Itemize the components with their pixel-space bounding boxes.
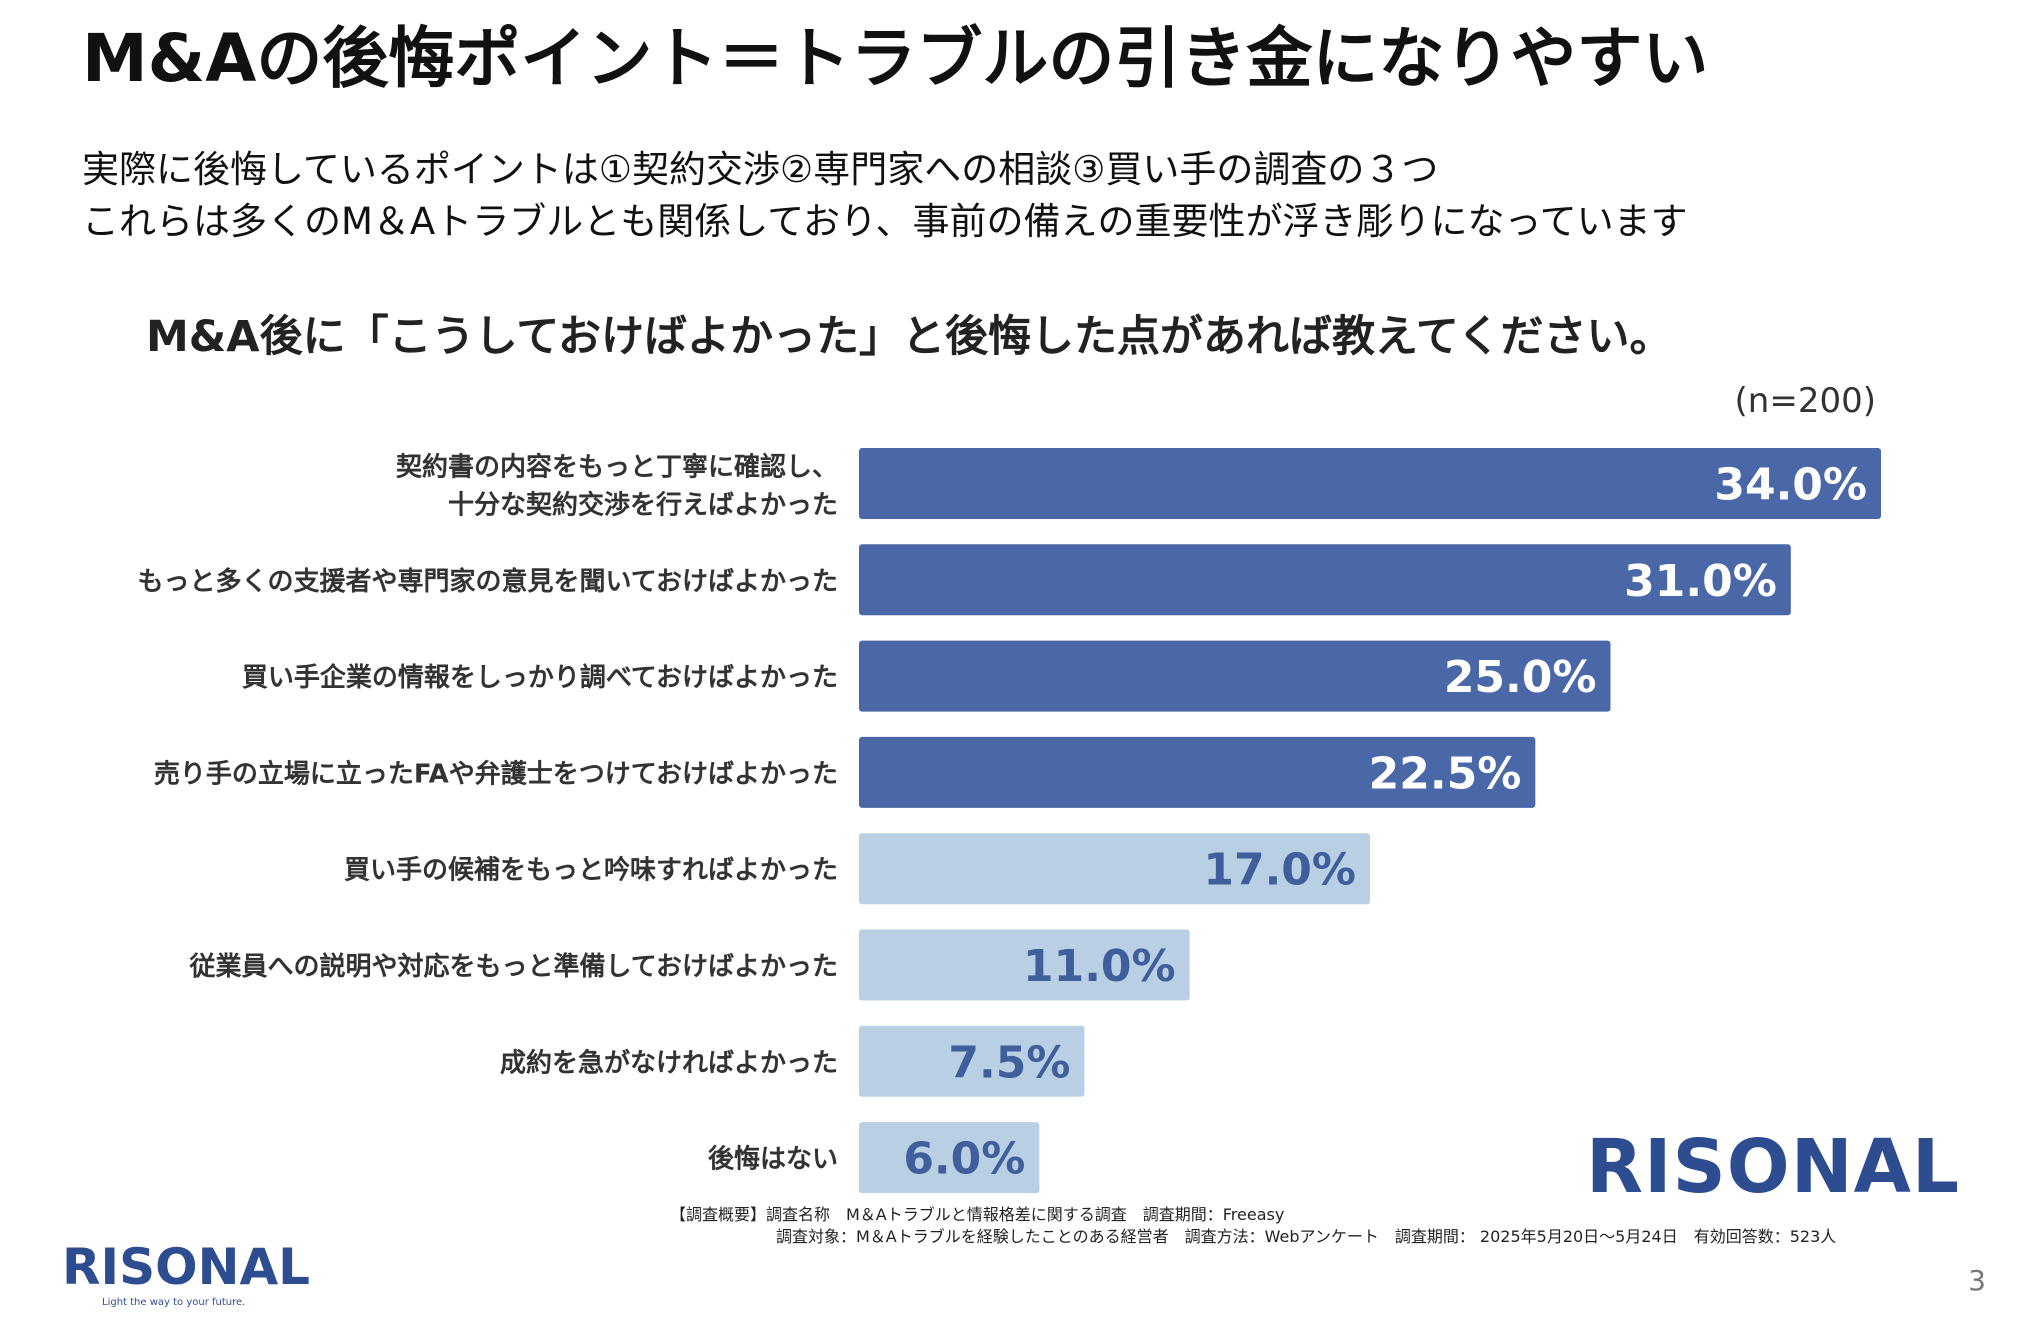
value-label-8: 6.0%	[903, 1134, 1025, 1185]
category-label-7: 成約を急がなければよかった	[500, 1047, 838, 1078]
lead-line-2: これらは多くのM＆Aトラブルとも関係しており、事前の備えの重要性が浮き彫りになっ…	[82, 200, 1688, 243]
slide-title: M&Aの後悔ポイント＝トラブルの引き金になりやすい	[82, 20, 1709, 97]
bar-8	[859, 1122, 1040, 1194]
bar-2	[859, 544, 1791, 616]
value-label-4: 22.5%	[1369, 748, 1522, 799]
page-number: 3	[1968, 1264, 1986, 1297]
bar-5	[859, 833, 1370, 905]
brand-logo-small-wordmark: RISONAL	[62, 1238, 311, 1296]
survey-footnote-line-1: 【調査概要】調査名称 M＆Aトラブルと情報格差に関する調査 調査期間：Freea…	[670, 1205, 1285, 1224]
category-label-2: もっと多くの支援者や専門家の意見を聞いておけばよかった	[138, 566, 838, 597]
bar-3	[859, 640, 1611, 712]
bar-1	[859, 448, 1881, 519]
bar-7	[859, 1025, 1085, 1097]
value-label-1: 34.0%	[1714, 460, 1867, 511]
chart-title: M&A後に「こうしておけばよかった」と後悔した点があれば教えてください。	[146, 312, 1673, 362]
category-label-4: 売り手の立場に立ったFAや弁護士をつけておけばよかった	[154, 758, 838, 789]
value-label-6: 11.0%	[1023, 941, 1176, 992]
brand-logo-small: RISONAL Light the way to your future.	[62, 1238, 310, 1310]
category-label-6: 従業員への説明や対応をもっと準備しておけばよかった	[189, 951, 838, 982]
value-label-5: 17.0%	[1203, 845, 1356, 896]
brand-logo: RISONAL	[1586, 1124, 1961, 1210]
survey-footnote-line-2: 調査対象：M＆Aトラブルを経験したことのある経営者 調査方法：Webアンケート …	[776, 1227, 1837, 1246]
category-label-1-line-2: 十分な契約交渉を行えばよかった	[448, 490, 838, 521]
sample-size: (n=200)	[1734, 381, 1876, 421]
category-label-8: 後悔はない	[708, 1144, 838, 1175]
lead-line-1: 実際に後悔しているポイントは①契約交渉②専門家への相談③買い手の調査の３つ	[82, 148, 1439, 191]
bar-4	[859, 736, 1536, 808]
value-label-3: 25.0%	[1444, 652, 1597, 703]
value-label-2: 31.0%	[1624, 556, 1777, 607]
bar-6	[859, 929, 1190, 1001]
value-label-7: 7.5%	[948, 1037, 1070, 1088]
category-label-3: 買い手企業の情報をしっかり調べておけばよかった	[242, 662, 838, 693]
category-label-5: 買い手の候補をもっと吟味すればよかった	[344, 855, 838, 886]
category-label-1-line-1: 契約書の内容をもっと丁寧に確認し、	[395, 452, 838, 483]
brand-tagline: Light the way to your future.	[102, 1297, 246, 1308]
